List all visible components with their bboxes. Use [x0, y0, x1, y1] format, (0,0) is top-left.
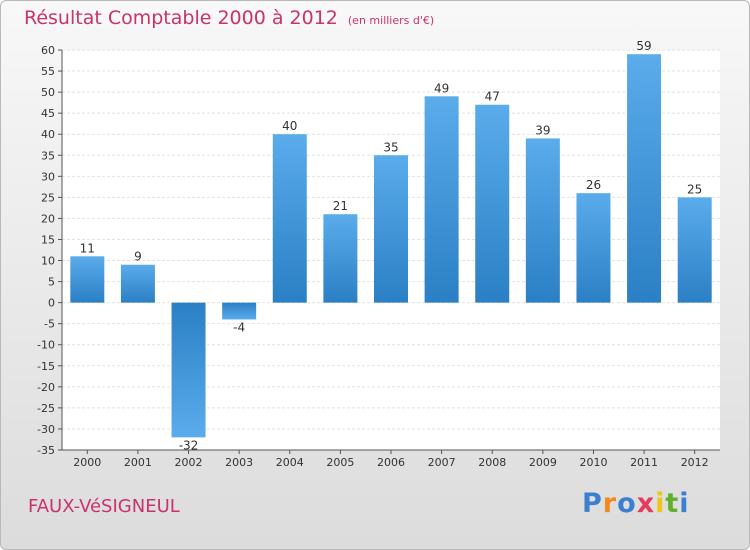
bar	[627, 54, 662, 303]
y-tick-label: -10	[37, 339, 55, 352]
logo-letter: i	[655, 488, 666, 519]
y-tick-label: 10	[41, 255, 55, 268]
y-tick-label: 40	[41, 128, 55, 141]
x-tick-label: 2008	[478, 456, 506, 469]
y-tick-label: -30	[37, 423, 55, 436]
y-tick-label: 15	[41, 233, 55, 246]
y-tick-label: 5	[48, 276, 55, 289]
bar	[323, 214, 358, 303]
data-label: 59	[636, 39, 651, 53]
y-tick-label: 55	[41, 65, 55, 78]
logo-letter: o	[617, 488, 637, 519]
data-label: -4	[233, 320, 245, 334]
y-tick-label: 45	[41, 107, 55, 120]
data-label: 49	[434, 81, 449, 95]
bar	[424, 96, 459, 303]
logo-letter: P	[582, 488, 603, 519]
x-tick-label: 2001	[124, 456, 152, 469]
logo-letter: i	[679, 488, 690, 519]
x-tick-label: 2010	[579, 456, 607, 469]
data-label: -32	[179, 438, 199, 452]
y-tick-label: -5	[44, 318, 55, 331]
town-name: FAUX-VéSIGNEUL	[28, 496, 180, 517]
logo-letter: r	[602, 488, 618, 519]
chart-title: Résultat Comptable 2000 à 2012 (en millie…	[24, 7, 434, 29]
y-tick-label: 30	[41, 170, 55, 183]
data-label: 25	[687, 182, 702, 196]
logo-letter: t	[665, 488, 680, 519]
y-tick-label: -15	[37, 360, 55, 373]
bar	[120, 264, 155, 303]
proxiti-logo: Proxiti	[582, 488, 690, 519]
data-label: 21	[333, 199, 348, 213]
y-tick-label: 50	[41, 86, 55, 99]
x-tick-label: 2005	[326, 456, 354, 469]
x-tick-label: 2012	[681, 456, 709, 469]
x-tick-label: 2007	[428, 456, 456, 469]
y-tick-label: 20	[41, 212, 55, 225]
data-label: 40	[282, 119, 297, 133]
y-tick-label: -25	[37, 402, 55, 415]
bar	[70, 256, 105, 303]
y-tick-label: -20	[37, 381, 55, 394]
y-tick-label: 35	[41, 149, 55, 162]
data-label: 9	[134, 250, 142, 264]
x-tick-label: 2006	[377, 456, 405, 469]
data-label: 26	[586, 178, 601, 192]
bar	[677, 197, 712, 303]
data-label: 11	[80, 241, 95, 255]
x-tick-label: 2003	[225, 456, 253, 469]
bar	[171, 302, 206, 438]
bar	[374, 155, 408, 303]
x-tick-label: 2011	[630, 456, 658, 469]
bar	[222, 302, 257, 320]
data-label: 35	[383, 140, 398, 154]
logo-letter: x	[636, 488, 656, 519]
bar	[576, 193, 611, 303]
y-tick-label: -35	[37, 444, 55, 457]
bar	[272, 134, 307, 303]
x-tick-label: 2004	[276, 456, 304, 469]
x-tick-label: 2000	[73, 456, 101, 469]
y-tick-label: 60	[41, 44, 55, 57]
bar	[475, 104, 510, 303]
bar	[525, 138, 560, 303]
chart-title-text: Résultat Comptable 2000 à 2012	[24, 7, 338, 29]
y-tick-label: 0	[48, 297, 55, 310]
chart-subtitle: (en milliers d'€)	[347, 14, 435, 27]
x-tick-label: 2002	[175, 456, 203, 469]
y-tick-label: 25	[41, 191, 55, 204]
data-label: 47	[485, 90, 500, 104]
x-tick-label: 2009	[529, 456, 557, 469]
data-label: 39	[535, 123, 550, 137]
